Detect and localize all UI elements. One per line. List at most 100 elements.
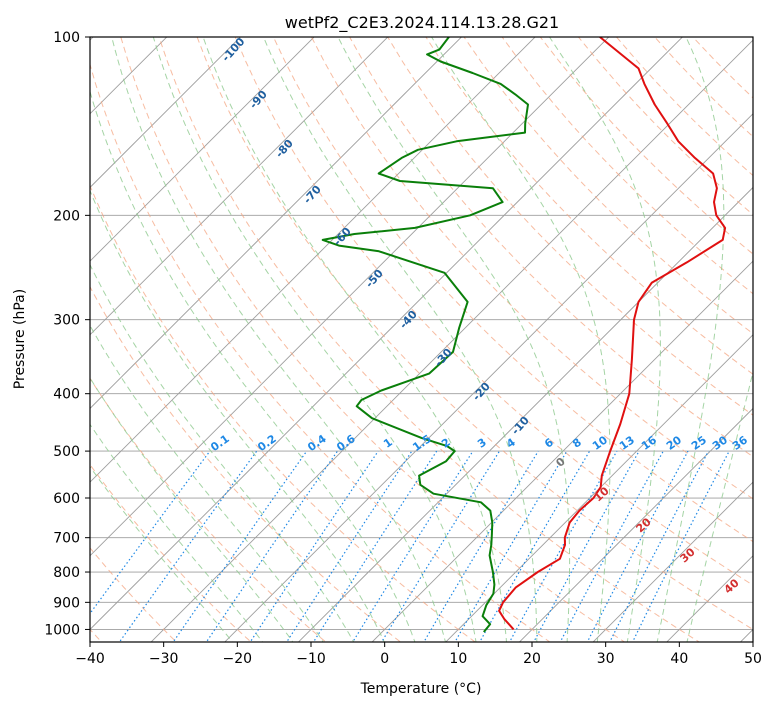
isotherm-line <box>666 555 753 642</box>
dry-adiabat-line <box>90 377 327 642</box>
isotherm-line <box>518 407 753 642</box>
y-axis-label: Pressure (hPa) <box>12 289 28 389</box>
mixing-ratio-line <box>205 450 338 642</box>
dry-adiabat-line <box>501 37 753 295</box>
moist-adiabat-line <box>337 37 571 642</box>
moist-adiabat-line <box>90 376 294 642</box>
dry-adiabat-line <box>90 547 178 642</box>
dry-adiabat-line <box>196 37 753 630</box>
y-tick-label: 1000 <box>44 622 80 638</box>
moist-adiabat-line <box>90 189 385 642</box>
dry-adiabat-line <box>158 37 701 642</box>
profile-series <box>321 37 727 633</box>
x-tick-label: 10 <box>449 651 467 667</box>
chart-title: wetPf2_C2E3.2024.114.13.28.G21 <box>285 13 559 33</box>
mixing-ratio-line <box>380 450 501 642</box>
moist-adiabat-line <box>111 37 447 642</box>
moist-adiabat-line <box>656 37 725 642</box>
isotherm-line <box>90 37 536 483</box>
dry-adiabat-line <box>463 37 753 335</box>
moist-adiabat-line <box>686 370 753 642</box>
isotherm-line <box>90 37 684 631</box>
mixing-ratio-line <box>118 450 258 642</box>
moist-adiabat-line <box>90 263 355 642</box>
isotherm-line <box>150 39 753 642</box>
dry-adiabat-label: -90 <box>247 88 270 112</box>
dry-adiabat-line <box>90 463 252 642</box>
moist-adiabat-label: 40 <box>722 576 742 596</box>
mixing-ratio-line <box>423 450 539 642</box>
x-tick-label: 50 <box>744 651 762 667</box>
x-tick-label: 0 <box>380 651 389 667</box>
mixing-ratio-label: 20 <box>664 433 684 453</box>
mixing-ratio-label: 1 <box>381 436 395 451</box>
x-tick-label: −10 <box>296 651 326 667</box>
dry-adiabat-label: -30 <box>432 346 455 370</box>
isotherm-line <box>90 37 610 557</box>
moist-adiabat-line <box>263 37 538 642</box>
moist-adiabat-line <box>90 423 264 642</box>
isotherm-line <box>445 334 753 642</box>
x-tick-label: −30 <box>149 651 179 667</box>
dry-adiabat-label: -100 <box>219 35 247 64</box>
isotherm-line <box>592 481 753 642</box>
isotherm-line <box>90 37 389 336</box>
dry-adiabat-line <box>90 285 402 642</box>
isotherm-line <box>90 37 168 115</box>
dry-adiabat-line <box>90 184 476 642</box>
mixing-ratio-line <box>586 450 689 642</box>
dewpoint-line <box>321 37 529 633</box>
dry-adiabat-line <box>349 37 753 458</box>
moist-adiabat-line <box>90 324 324 642</box>
mixing-ratio-label: 25 <box>689 433 709 452</box>
isotherm-line <box>90 37 242 189</box>
moist-adiabat-line <box>549 37 661 642</box>
line-labels: 0.1 0.2 0.4 0.6 1 1.5 2 3 4 6 8 10 13 16 20 25 30 36-100-… <box>208 35 750 597</box>
y-tick-label: 400 <box>53 387 80 403</box>
isotherm-line <box>90 37 315 262</box>
x-tick-label: 40 <box>670 651 688 667</box>
dry-adiabat-line <box>120 37 626 642</box>
mixing-ratio-line <box>533 450 640 642</box>
moist-adiabat-line <box>202 37 508 642</box>
dry-adiabat-label: -70 <box>301 183 324 207</box>
y-tick-label: 700 <box>53 531 80 547</box>
mixing-ratio-label: 16 <box>639 433 659 453</box>
mixing-ratio-label: 3 <box>475 436 489 451</box>
axis-ticks: −40 −30 −20 −10 0 10 20 30 40 5010020030040050060… <box>44 30 762 667</box>
mixing-ratio-line <box>352 450 474 642</box>
isotherm-line <box>90 37 463 410</box>
dry-adiabat-label: -10 <box>509 414 532 438</box>
y-tick-label: 100 <box>53 30 80 46</box>
y-tick-label: 200 <box>53 208 80 224</box>
x-tick-label: −40 <box>75 651 105 667</box>
dry-adiabat-label: -80 <box>273 137 296 161</box>
x-axis-label: Temperature (°C) <box>360 681 482 697</box>
dry-adiabat-line <box>310 37 753 500</box>
dry-adiabat-line <box>272 37 753 543</box>
x-tick-label: −20 <box>223 651 253 667</box>
mixing-ratio-line <box>631 450 730 642</box>
isotherm-line <box>224 113 753 642</box>
mixing-ratio-label: 10 <box>590 433 610 453</box>
x-tick-label: 30 <box>597 651 615 667</box>
moist-adiabat-line <box>90 465 234 642</box>
dry-adiabat-line <box>90 62 551 642</box>
y-tick-label: 500 <box>53 444 80 460</box>
dry-adiabat-label: -20 <box>470 380 493 404</box>
plot-frame <box>89 36 754 643</box>
dry-adiabat-label: -40 <box>397 308 420 332</box>
mixing-ratio-line <box>285 450 413 642</box>
mixing-ratio-line <box>559 450 664 642</box>
temperature-line <box>498 37 727 631</box>
moist-adiabat-label: 20 <box>634 515 654 535</box>
moist-adiabat-line <box>90 89 416 642</box>
moist-adiabat-line <box>431 37 611 642</box>
mixing-ratio-label: 30 <box>710 433 730 453</box>
dry-adiabat-line <box>234 37 753 586</box>
mixing-ratio-line <box>312 450 438 642</box>
dry-adiabat-line <box>539 37 753 255</box>
isotherm-line <box>297 186 753 642</box>
moist-adiabat-label: 30 <box>678 545 698 565</box>
mixing-ratio-line <box>90 450 211 615</box>
